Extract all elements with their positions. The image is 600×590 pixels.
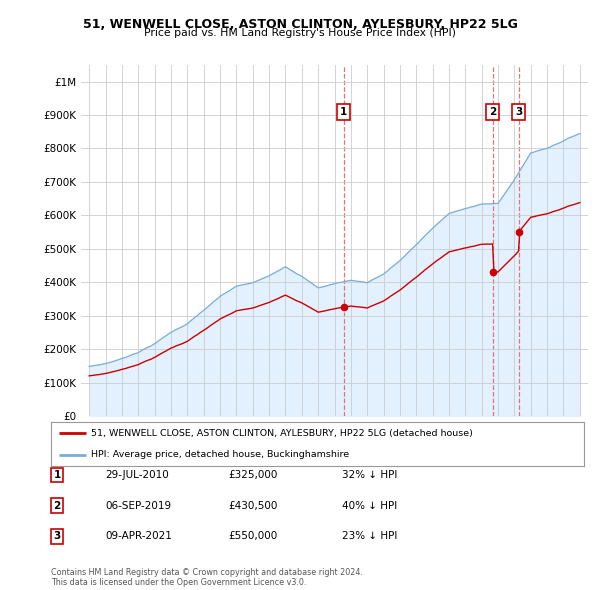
Text: £325,000: £325,000 [228,470,277,480]
Text: 29-JUL-2010: 29-JUL-2010 [105,470,169,480]
Text: £550,000: £550,000 [228,532,277,541]
Text: 51, WENWELL CLOSE, ASTON CLINTON, AYLESBURY, HP22 5LG: 51, WENWELL CLOSE, ASTON CLINTON, AYLESB… [83,18,517,31]
Text: Price paid vs. HM Land Registry's House Price Index (HPI): Price paid vs. HM Land Registry's House … [144,28,456,38]
Text: HPI: Average price, detached house, Buckinghamshire: HPI: Average price, detached house, Buck… [91,450,349,459]
Text: 09-APR-2021: 09-APR-2021 [105,532,172,541]
Text: 1: 1 [340,107,347,117]
Text: 2: 2 [489,107,496,117]
Text: 3: 3 [515,107,523,117]
Text: £430,500: £430,500 [228,501,277,510]
Text: 2: 2 [53,501,61,510]
Text: 1: 1 [53,470,61,480]
Text: Contains HM Land Registry data © Crown copyright and database right 2024.
This d: Contains HM Land Registry data © Crown c… [51,568,363,587]
Text: 06-SEP-2019: 06-SEP-2019 [105,501,171,510]
Text: 51, WENWELL CLOSE, ASTON CLINTON, AYLESBURY, HP22 5LG (detached house): 51, WENWELL CLOSE, ASTON CLINTON, AYLESB… [91,429,473,438]
Text: 32% ↓ HPI: 32% ↓ HPI [342,470,397,480]
Text: 3: 3 [53,532,61,541]
Text: 40% ↓ HPI: 40% ↓ HPI [342,501,397,510]
Text: 23% ↓ HPI: 23% ↓ HPI [342,532,397,541]
